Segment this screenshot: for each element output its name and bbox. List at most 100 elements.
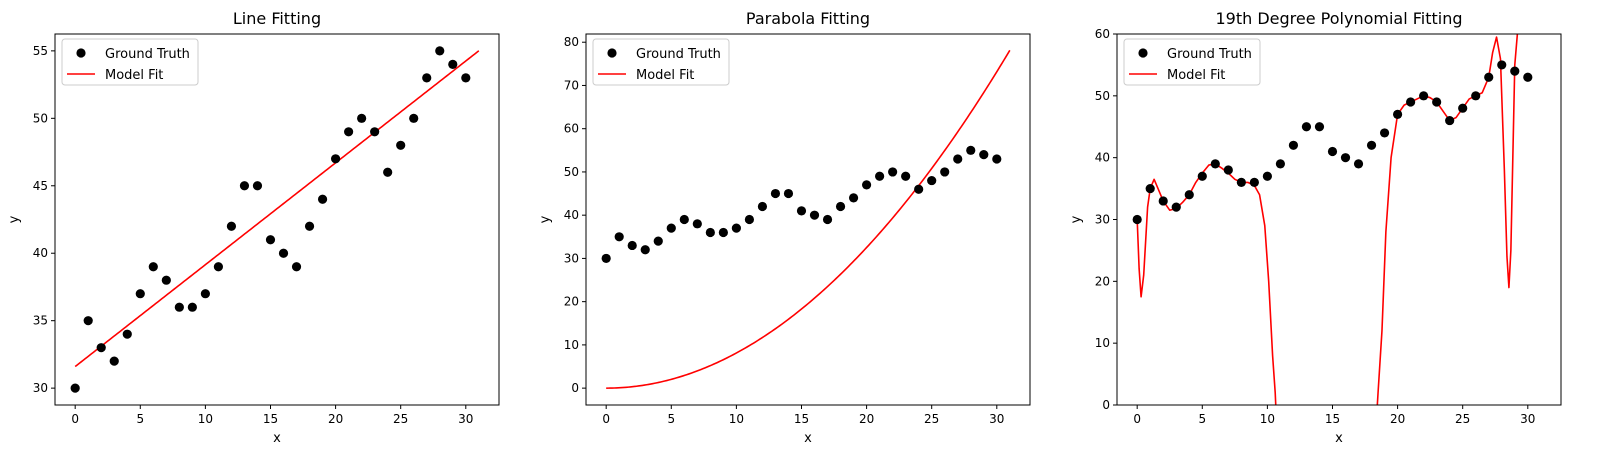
- ground-truth-point: [252, 181, 263, 191]
- ground-truth-point: [1210, 159, 1220, 169]
- ground-truth-point: [409, 113, 419, 123]
- ground-truth-point: [666, 223, 676, 233]
- y-tick-label: 30: [564, 251, 579, 265]
- ground-truth-point: [757, 201, 768, 212]
- x-tick-label: 5: [667, 412, 675, 426]
- ground-truth-point: [383, 167, 393, 177]
- ground-truth-point: [187, 302, 197, 312]
- ground-truth-point: [992, 154, 1002, 164]
- ground-truth-point: [783, 188, 794, 199]
- chart-title: Line Fitting: [233, 9, 321, 28]
- ground-truth-point: [809, 210, 820, 220]
- ground-truth-point: [1471, 91, 1481, 101]
- plot-frame: [54, 33, 500, 406]
- ground-truth-point: [979, 150, 989, 160]
- ground-truth-point: [744, 214, 755, 225]
- ground-truth-point: [291, 262, 302, 272]
- ground-truth-point: [1223, 165, 1233, 175]
- ground-truth-point: [109, 356, 119, 366]
- y-tick-label: 70: [564, 78, 579, 92]
- ground-truth-point: [1497, 60, 1507, 70]
- y-tick-label: 45: [33, 179, 48, 193]
- ground-truth-point: [1445, 115, 1455, 126]
- x-tick-label: 15: [794, 412, 809, 426]
- ground-truth-point: [914, 184, 924, 194]
- ground-truth-point: [461, 73, 471, 83]
- legend-label: Ground Truth: [105, 47, 190, 62]
- plot-area: [1132, 34, 1533, 405]
- ground-truth-point: [357, 113, 367, 123]
- plot-frame: [1116, 33, 1562, 406]
- ground-truth-point: [370, 127, 380, 137]
- y-tick-label: 60: [564, 122, 579, 136]
- x-tick-label: 20: [328, 412, 343, 426]
- y-tick-label: 35: [33, 314, 48, 328]
- ground-truth-point: [731, 223, 741, 233]
- ground-truth-point: [653, 236, 663, 246]
- y-tick-label: 30: [1095, 213, 1110, 227]
- ground-truth-point: [174, 302, 184, 312]
- ground-truth-point: [1340, 153, 1351, 163]
- x-tick-label: 15: [1325, 412, 1340, 426]
- legend-marker-ground-truth: [76, 48, 86, 58]
- y-tick-label: 20: [1095, 274, 1110, 288]
- legend-label: Model Fit: [105, 68, 163, 83]
- ground-truth-point: [265, 235, 276, 245]
- y-tick-label: 40: [564, 208, 579, 222]
- ground-truth-point: [226, 221, 237, 231]
- ground-truth-point: [1353, 159, 1364, 169]
- x-tick-label: 10: [729, 412, 744, 426]
- x-tick-label: 25: [393, 412, 408, 426]
- plot-area: [70, 46, 480, 393]
- x-tick-label: 0: [71, 412, 79, 426]
- legend: Ground Truth Model Fit: [592, 38, 730, 86]
- chart-2: Parabola Fitting 0 5 10 15 20 25 30 0 10 20 30 40 50 6…: [538, 9, 1031, 446]
- ground-truth-point: [148, 262, 158, 272]
- x-axis-label: x: [273, 431, 281, 446]
- ground-truth-point: [1171, 202, 1181, 212]
- ground-truth-point: [875, 171, 885, 181]
- ground-truth-point: [1366, 140, 1377, 150]
- legend-label: Model Fit: [636, 68, 694, 83]
- x-tick-label: 25: [1455, 412, 1470, 426]
- x-tick-label: 20: [1390, 412, 1405, 426]
- ground-truth-point: [1432, 97, 1442, 107]
- ground-truth-point: [601, 253, 611, 264]
- x-tick-label: 15: [263, 412, 278, 426]
- y-axis-label: y: [1069, 215, 1084, 223]
- ground-truth-point: [161, 275, 171, 285]
- y-tick-label: 80: [564, 35, 579, 49]
- y-tick-label: 50: [33, 111, 48, 125]
- ground-truth-point: [1301, 122, 1312, 132]
- ground-truth-point: [1314, 122, 1325, 132]
- ground-truth-point: [1392, 109, 1403, 119]
- ground-truth-point: [888, 167, 898, 177]
- y-tick-label: 60: [1095, 27, 1110, 41]
- ground-truth-point: [1406, 97, 1416, 107]
- legend-frame: [592, 38, 730, 86]
- ground-truth-point: [1262, 171, 1272, 181]
- plot-frame: [585, 33, 1031, 406]
- ground-truth-point: [770, 188, 781, 199]
- ground-truth-point: [1510, 66, 1520, 76]
- ground-truth-point: [627, 240, 637, 251]
- ground-truth-point: [940, 167, 950, 177]
- ground-truth-point: [1523, 72, 1533, 82]
- ground-truth-point: [692, 219, 702, 229]
- chart-title: 19th Degree Polynomial Fitting: [1215, 9, 1462, 28]
- ground-truth-point: [239, 181, 250, 191]
- ground-truth-point: [614, 232, 624, 242]
- y-tick-label: 30: [33, 381, 48, 395]
- x-axis-label: x: [804, 431, 812, 446]
- ground-truth-point: [448, 59, 458, 69]
- ground-truth-point: [848, 193, 859, 203]
- y-tick-label: 40: [1095, 151, 1110, 165]
- plot-area: [601, 49, 1011, 389]
- x-axis-label: x: [1335, 431, 1343, 446]
- ground-truth-point: [1184, 190, 1194, 200]
- x-tick-label: 30: [989, 412, 1004, 426]
- x-tick-label: 0: [602, 412, 610, 426]
- x-tick-label: 30: [1520, 412, 1535, 426]
- ground-truth-point: [396, 140, 406, 150]
